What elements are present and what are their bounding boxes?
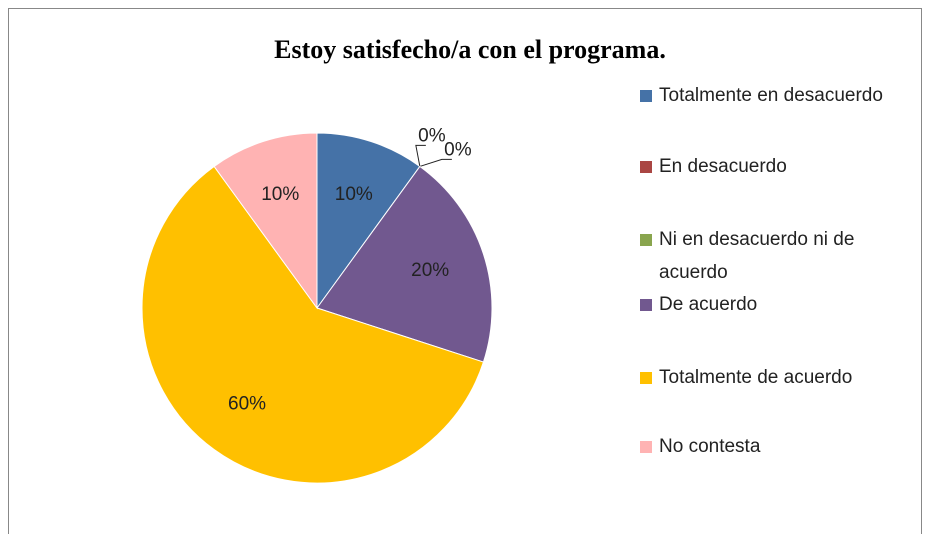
legend-label: No contesta: [659, 436, 761, 457]
legend-label: En desacuerdo: [659, 156, 787, 177]
legend-label-line: Ni en desacuerdo ni de: [659, 229, 854, 250]
legend-label: Ni en desacuerdo ni de acuerdo: [659, 229, 854, 283]
pie-slice: [316, 165, 493, 363]
legend-swatch: [640, 299, 652, 311]
data-label: 10%: [335, 184, 373, 205]
legend-label: Totalmente de acuerdo: [659, 367, 852, 388]
pie-slice: [141, 165, 485, 484]
legend-swatch: [640, 372, 652, 384]
legend-swatch: [640, 441, 652, 453]
legend-swatch: [640, 234, 652, 246]
legend-label-line: acuerdo: [659, 262, 728, 283]
data-label: 0%: [444, 139, 472, 160]
legend-label: De acuerdo: [659, 294, 757, 315]
legend-label: Totalmente en desacuerdo: [659, 85, 883, 106]
chart-title: Estoy satisfecho/a con el programa.: [274, 35, 666, 64]
legend-swatch: [640, 161, 652, 173]
data-label: 0%: [418, 125, 446, 146]
legend-swatch: [640, 90, 652, 102]
pie-slice: [316, 132, 421, 310]
pie-slice: [213, 132, 318, 310]
data-label: 10%: [261, 184, 299, 205]
leader-line: [419, 158, 452, 167]
data-label: 60%: [228, 393, 266, 414]
leader-line: [415, 144, 426, 167]
data-label: 20%: [411, 260, 449, 281]
